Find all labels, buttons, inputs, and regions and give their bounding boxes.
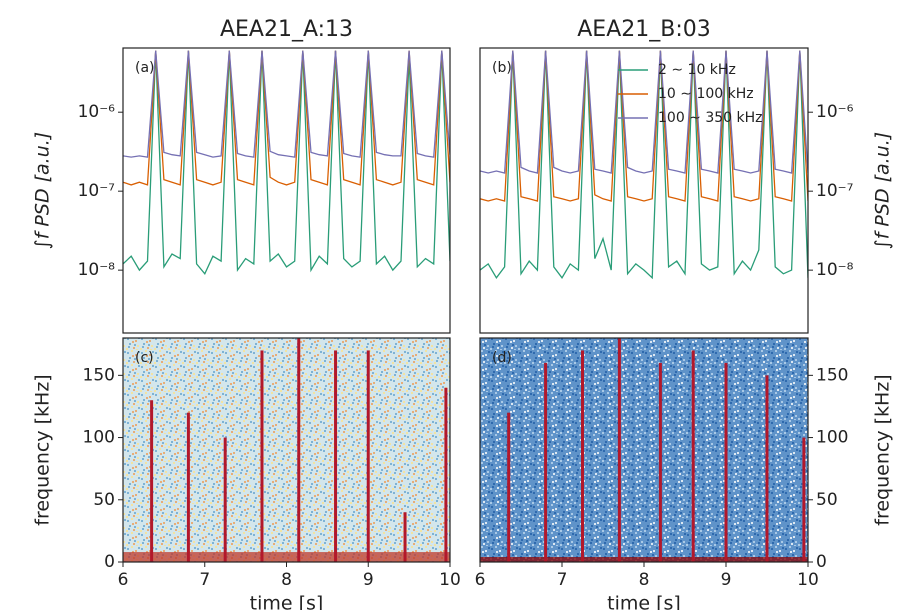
spectrogram-background: [123, 338, 450, 562]
burst: [334, 350, 338, 562]
plot-area: [123, 50, 450, 276]
burst: [260, 350, 264, 562]
panel-title: AEA21_B:03: [577, 17, 711, 42]
series-line: [123, 50, 450, 186]
x-tick-label: 10: [439, 570, 461, 590]
burst: [186, 412, 190, 562]
burst: [403, 512, 407, 562]
y-axis-label: frequency [kHz]: [32, 374, 54, 525]
legend-label: 100 ∼ 350 kHz: [658, 110, 763, 126]
x-tick-label: 6: [118, 570, 129, 590]
y-tick-label: 150: [816, 365, 848, 385]
burst: [658, 362, 662, 562]
burst: [297, 338, 301, 562]
spectrogram-background: [480, 338, 808, 562]
low-band: [480, 557, 808, 562]
x-tick-label: 7: [199, 570, 210, 590]
y-tick-label: 0: [816, 552, 827, 572]
x-tick-label: 7: [557, 570, 568, 590]
x-tick-label: 9: [363, 570, 374, 590]
legend-label: 10 ∼ 100 kHz: [658, 86, 754, 102]
y-tick-label: 100: [816, 428, 848, 448]
burst: [617, 338, 621, 562]
y-tick-label: 150: [83, 365, 115, 385]
panel-label: (c): [135, 350, 154, 366]
y-tick-label: 50: [93, 490, 115, 510]
y-tick-label: 10⁻⁷: [78, 181, 116, 201]
y-tick-label: 10⁻⁶: [78, 102, 116, 122]
burst: [366, 350, 370, 562]
series-line: [480, 50, 808, 202]
x-tick-label: 6: [475, 570, 486, 590]
panel-label: (a): [135, 60, 155, 76]
low-band: [123, 552, 450, 562]
y-axis-label: ∫f PSD [a.u.]: [32, 132, 54, 249]
burst: [444, 387, 448, 562]
y-axis-label: frequency [kHz]: [872, 374, 894, 525]
legend-label: 2 ∼ 10 kHz: [658, 62, 736, 78]
x-axis-label: time [s]: [607, 593, 681, 610]
x-tick-label: 8: [281, 570, 292, 590]
y-axis-label: ∫f PSD [a.u.]: [872, 132, 894, 249]
x-axis-label: time [s]: [250, 593, 324, 610]
y-tick-label: 10⁻⁶: [816, 102, 854, 122]
burst: [150, 400, 154, 562]
x-tick-label: 8: [639, 570, 650, 590]
y-tick-label: 10⁻⁸: [78, 260, 116, 280]
frame: [479, 47, 809, 334]
burst: [765, 375, 769, 562]
plot-area: [480, 50, 808, 280]
plot-area: [480, 338, 808, 562]
series-line: [480, 50, 808, 280]
series-line: [123, 50, 450, 158]
y-tick-label: 50: [816, 490, 838, 510]
y-tick-label: 10⁻⁸: [816, 260, 854, 280]
plot-area: [123, 338, 450, 562]
series-line: [123, 50, 450, 276]
y-tick-label: 100: [83, 428, 115, 448]
panel-label: (d): [492, 350, 512, 366]
burst: [544, 362, 548, 562]
burst: [223, 437, 227, 562]
burst: [724, 362, 728, 562]
y-tick-label: 0: [104, 552, 115, 572]
burst: [507, 412, 511, 562]
burst: [581, 350, 584, 562]
frame: [122, 47, 451, 334]
x-tick-label: 10: [797, 570, 819, 590]
burst: [691, 350, 695, 562]
y-tick-label: 10⁻⁷: [816, 181, 854, 201]
burst: [802, 437, 806, 562]
panel-title: AEA21_A:13: [220, 17, 353, 42]
series-line: [480, 50, 808, 174]
x-tick-label: 9: [721, 570, 732, 590]
panel-label: (b): [492, 60, 512, 76]
